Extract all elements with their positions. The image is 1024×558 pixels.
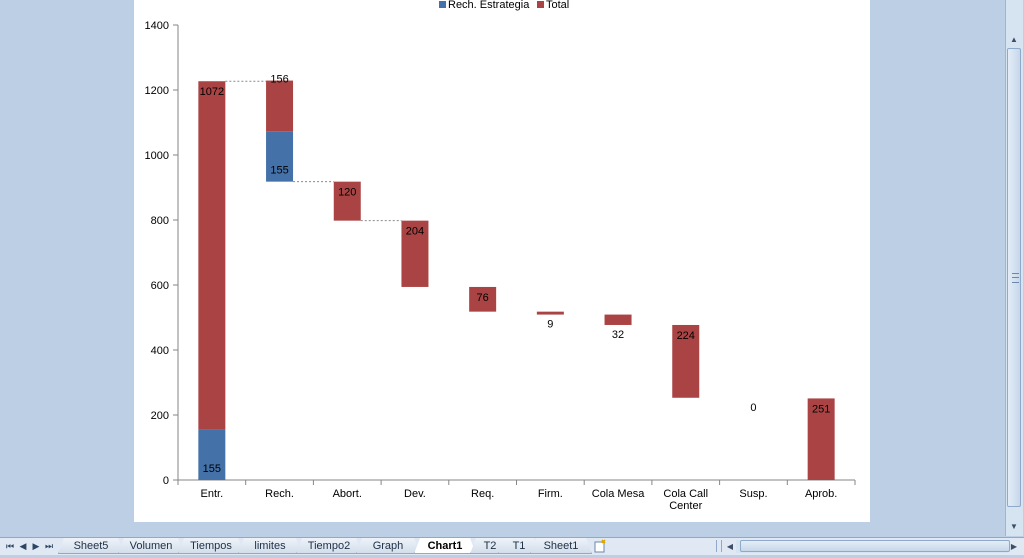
tab-limites[interactable]: limites (238, 538, 302, 554)
bar-total (333, 181, 361, 221)
scroll-down-icon[interactable]: ▼ (1010, 522, 1018, 531)
x-tick-label: Abort. (333, 488, 362, 500)
grip-icon (1012, 273, 1019, 283)
x-tick-label: Susp. (739, 488, 767, 500)
x-tick-label: Rech. (265, 488, 294, 500)
horizontal-scrollbar[interactable]: ◀ ▶ (722, 539, 1022, 554)
sheet-tab-bar: ⏮ ◀ ▶ ⏭ Sheet5 Volumen Tiempos limites T… (0, 537, 1024, 555)
x-tick-label: Req. (471, 488, 494, 500)
y-tick-label: 200 (151, 410, 169, 422)
legend-label: Total (546, 0, 569, 11)
y-tick-label: 1400 (145, 20, 169, 32)
x-tick-label: Dev. (404, 488, 426, 500)
x-tick-label: Firm. (538, 488, 563, 500)
tab-tiempos[interactable]: Tiempos (178, 538, 244, 554)
tab-graph[interactable]: Graph (356, 538, 420, 554)
data-label: 251 (812, 403, 830, 415)
legend-label: Rech. Estrategia (448, 0, 530, 11)
scroll-left-icon[interactable]: ◀ (726, 542, 734, 551)
y-tick-label: 0 (163, 475, 169, 487)
y-tick-label: 1200 (145, 85, 169, 97)
y-tick-label: 1000 (145, 150, 169, 162)
bar-rech-estrategia (266, 131, 294, 182)
y-tick-label: 600 (151, 280, 169, 292)
data-label: 32 (612, 329, 624, 341)
legend-marker-total (537, 1, 544, 8)
x-tick-label: Cola Mesa (592, 488, 645, 500)
tab-split-handle[interactable] (716, 540, 722, 552)
data-label: 156 (270, 74, 288, 86)
first-sheet-icon[interactable]: ⏮ (5, 541, 15, 551)
bar-total (469, 286, 497, 312)
tab-volumen[interactable]: Volumen (118, 538, 184, 554)
data-label: 224 (677, 330, 695, 342)
bar-total (672, 324, 700, 398)
vertical-scroll-thumb[interactable] (1007, 48, 1021, 507)
data-label: 155 (203, 463, 221, 475)
x-tick-label: Center (669, 500, 702, 512)
new-sheet-icon[interactable] (592, 539, 610, 553)
bar-rech-estrategia (198, 429, 226, 480)
data-label: 1072 (200, 86, 224, 98)
x-tick-label: Cola Call (663, 488, 708, 500)
insert-sheet-icon (594, 539, 606, 553)
data-label: 120 (338, 187, 356, 199)
last-sheet-icon[interactable]: ⏭ (44, 541, 54, 551)
vertical-scrollbar[interactable]: ▲ ▼ (1005, 0, 1023, 536)
tab-sheet1[interactable]: Sheet1 (530, 538, 592, 554)
scroll-right-icon[interactable]: ▶ (1010, 542, 1018, 551)
tab-chart1[interactable]: Chart1 (414, 538, 476, 554)
bar-total (807, 398, 835, 480)
x-tick-label: Entr. (201, 488, 224, 500)
data-label: 0 (750, 402, 756, 414)
y-tick-label: 800 (151, 215, 169, 227)
prev-sheet-icon[interactable]: ◀ (19, 541, 27, 551)
data-label: 204 (406, 226, 424, 238)
legend-marker-rech-estrategia (439, 1, 446, 8)
data-label: 76 (477, 292, 489, 304)
tab-sheet5[interactable]: Sheet5 (58, 538, 124, 554)
data-label: 9 (547, 319, 553, 331)
next-sheet-icon[interactable]: ▶ (32, 541, 40, 551)
scroll-up-icon[interactable]: ▲ (1010, 35, 1018, 44)
y-tick-label: 400 (151, 345, 169, 357)
bar-total (604, 314, 632, 325)
x-tick-label: Aprob. (805, 488, 837, 500)
tab-tiempo2[interactable]: Tiempo2 (296, 538, 362, 554)
bar-total (198, 81, 226, 430)
horizontal-scroll-thumb[interactable] (740, 540, 1010, 552)
bar-total (536, 311, 564, 315)
bar-total (266, 80, 294, 132)
chart-area[interactable]: 0 200 400 600 800 1000 1200 1400 Entr. Rech. Abort… (134, 0, 870, 522)
bar-total (401, 220, 429, 287)
data-label: 155 (270, 165, 288, 177)
